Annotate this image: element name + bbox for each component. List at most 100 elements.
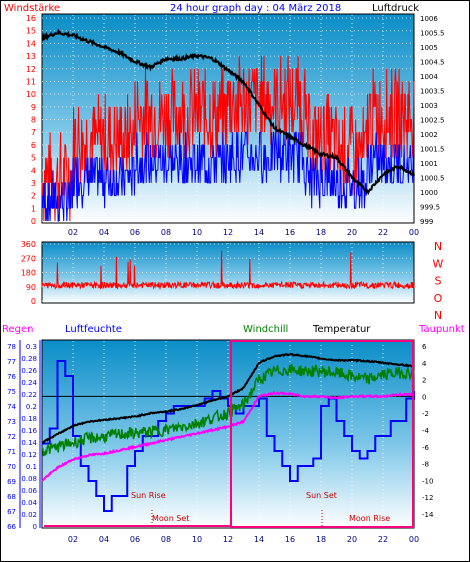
direction-panel bbox=[41, 241, 415, 304]
humidity-axis-tick-label: 68 bbox=[7, 493, 16, 501]
direction-axis-tick-label: 360 bbox=[21, 240, 36, 249]
compass-label: W bbox=[433, 257, 444, 270]
windchill-line bbox=[41, 363, 415, 457]
x-tick-label: 12 bbox=[223, 228, 233, 237]
night-box bbox=[230, 340, 414, 528]
temp-axis-tick-label: -12 bbox=[422, 494, 433, 502]
rain-axis-tick-label: 0.24 bbox=[21, 379, 37, 387]
temp-axis-tick-label: -4 bbox=[422, 427, 430, 435]
x-tick-label: 14 bbox=[254, 535, 264, 544]
wind-axis-tick-label: 2 bbox=[31, 192, 36, 201]
pressure-title: Luftdruck bbox=[372, 3, 419, 14]
wind-axis-tick-label: 12 bbox=[26, 65, 36, 74]
x-tick-label: 00 bbox=[409, 228, 419, 237]
pressure-line bbox=[41, 28, 415, 196]
humidity-axis-tick-label: 74 bbox=[7, 403, 16, 411]
wind-axis-tick-label: 8 bbox=[31, 116, 36, 125]
rain-axis-tick-label: 0.28 bbox=[21, 355, 37, 363]
temp-axis-tick-label: -6 bbox=[422, 444, 430, 452]
x-tick-label: 16 bbox=[285, 535, 295, 544]
data-series bbox=[41, 28, 415, 512]
humidity-axis-tick-label: 73 bbox=[7, 418, 16, 426]
chart-title: 24 hour graph day : 04 März 2018 bbox=[170, 3, 341, 14]
x-tick-label: 20 bbox=[347, 535, 357, 544]
x-tick-label: 22 bbox=[378, 535, 388, 544]
direction-axis-tick-label: 0 bbox=[31, 297, 36, 306]
pressure-axis-tick-label: 1005.5 bbox=[420, 30, 445, 38]
x-tick-label: 08 bbox=[161, 535, 171, 544]
rain-axis-tick-label: 0.06 bbox=[21, 487, 37, 495]
compass-label: O bbox=[434, 292, 443, 305]
temp-axis-tick-label: 0 bbox=[422, 393, 426, 401]
rain-axis-tick-label: 0.04 bbox=[21, 499, 37, 507]
direction-axis-tick-label: 180 bbox=[21, 269, 36, 278]
rain-axis-tick-label: 0.2 bbox=[26, 403, 37, 411]
x-tick-label: 04 bbox=[99, 535, 109, 544]
temp-axis-tick-label: 2 bbox=[422, 377, 426, 385]
temp-axis-tick-label: -14 bbox=[422, 511, 434, 519]
wind-axis-tick-label: 3 bbox=[31, 179, 36, 188]
moon-set-label: Moon Set bbox=[152, 514, 189, 523]
humidity-axis-tick-label: 78 bbox=[7, 343, 16, 351]
x-tick-label: 10 bbox=[192, 228, 202, 237]
wind-avg-line bbox=[41, 131, 414, 222]
rain-axis-tick-label: 0.16 bbox=[21, 427, 37, 435]
x-tick-label: 12 bbox=[223, 535, 233, 544]
rain-axis-tick-label: 0.12 bbox=[21, 451, 37, 459]
wind-axis-tick-label: 4 bbox=[31, 166, 36, 175]
temp-axis-tick-label: -2 bbox=[422, 410, 429, 418]
x-tick-label: 14 bbox=[254, 228, 264, 237]
humidity-axis-tick-label: 66 bbox=[7, 523, 16, 531]
rain-axis-tick-label: 0.08 bbox=[21, 475, 37, 483]
pressure-axis-tick-label: 1003 bbox=[420, 102, 438, 110]
x-tick-label: 18 bbox=[316, 228, 326, 237]
pressure-axis-tick-label: 1000.5 bbox=[420, 175, 445, 183]
humidity-axis-tick-label: 75 bbox=[7, 388, 16, 396]
compass-label: S bbox=[435, 275, 442, 288]
compass-label: N bbox=[434, 309, 442, 322]
x-tick-label: 06 bbox=[130, 228, 140, 237]
x-tick-label: 20 bbox=[347, 228, 357, 237]
temperature-line bbox=[41, 352, 415, 444]
dewpoint-label: Taupunkt bbox=[418, 324, 465, 335]
rain-axis-tick-label: 0.3 bbox=[26, 343, 37, 351]
wind-axis-tick-label: 15 bbox=[26, 27, 36, 36]
pressure-axis-tick-label: 999 bbox=[420, 218, 433, 226]
x-tick-label: 00 bbox=[409, 535, 419, 544]
rain-axis-tick-label: 0.1 bbox=[26, 463, 37, 471]
x-tick-label: 02 bbox=[68, 228, 78, 237]
wind-axis-tick-label: 0 bbox=[31, 217, 36, 226]
pressure-axis-tick-label: 1006 bbox=[420, 15, 438, 23]
x-tick-label: 18 bbox=[316, 535, 326, 544]
humidity-label: Luftfeuchte bbox=[65, 324, 122, 335]
moon-rise-label: Moon Rise bbox=[349, 514, 390, 523]
x-tick-label: 04 bbox=[99, 228, 109, 237]
pressure-axis-tick-label: 1001 bbox=[420, 160, 438, 168]
pressure-axis-tick-label: 999.5 bbox=[420, 204, 440, 212]
humidity-axis-tick-label: 69 bbox=[7, 478, 16, 486]
rain-axis-tick-label: 0.14 bbox=[21, 439, 37, 447]
temp-axis-tick-label: -8 bbox=[422, 461, 429, 469]
windchill-label: Windchill bbox=[243, 324, 288, 335]
pressure-axis-tick-label: 1004 bbox=[420, 73, 438, 81]
wind-axis-tick-label: 13 bbox=[26, 52, 36, 61]
direction-axis-tick-label: 90 bbox=[26, 283, 36, 292]
pressure-axis-tick-label: 1002 bbox=[420, 131, 438, 139]
rain-label: Regen bbox=[2, 324, 34, 335]
wind-axis-tick-label: 7 bbox=[31, 128, 36, 137]
sun-rise-label: Sun Rise bbox=[131, 491, 166, 500]
dewpoint-line bbox=[41, 390, 415, 482]
wind-axis-tick-label: 9 bbox=[31, 103, 36, 112]
wind-axis-tick-label: 1 bbox=[31, 204, 36, 213]
x-tick-label: 10 bbox=[192, 535, 202, 544]
x-tick-label: 08 bbox=[161, 228, 171, 237]
x-tick-label: 06 bbox=[130, 535, 140, 544]
wind-axis-tick-label: 14 bbox=[26, 39, 36, 48]
wind-axis-tick-label: 16 bbox=[26, 14, 36, 23]
x-tick-label: 16 bbox=[285, 228, 295, 237]
direction-line bbox=[41, 250, 415, 291]
compass-label: N bbox=[434, 240, 442, 253]
temp-axis-tick-label: 6 bbox=[422, 343, 427, 351]
